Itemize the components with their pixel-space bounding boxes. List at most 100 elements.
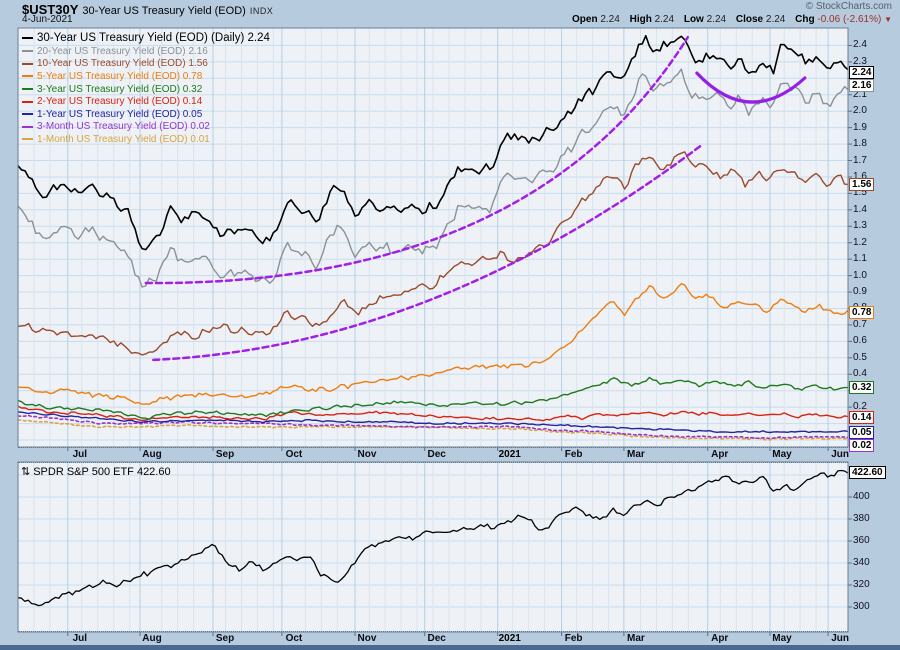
month-tick-label: Apr [711, 449, 729, 460]
y-axis-tick-label: 300 [853, 601, 870, 612]
y-axis-tick-label: 1.2 [853, 236, 867, 248]
y-axis-tick-label: 1.7 [853, 154, 867, 166]
price-label: 2.24 [849, 65, 875, 79]
legend-label: 3-Year US Treasury Yield (EOD) 0.32 [37, 83, 203, 95]
low-label: Low [683, 14, 704, 25]
month-tick-label: Nov [357, 633, 377, 644]
y-axis-tick-label: 2.1 [853, 88, 867, 100]
y-axis-tick-label: 0.4 [853, 368, 867, 380]
y-axis-tick-label: 400 [853, 491, 870, 502]
legend-label: 30-Year US Treasury Yield (EOD) (Daily) … [37, 32, 270, 44]
y-axis-tick-label: 1.6 [853, 170, 867, 182]
month-tick-label: Feb [564, 449, 583, 460]
header-symbol-group: $UST30Y 30-Year US Treasury Yield (EOD) IN… [22, 1, 273, 19]
legend-line-swatch [22, 37, 33, 39]
chart-date: 4-Jun-2021 [22, 14, 73, 25]
y-axis-tick-label: 1.3 [853, 220, 867, 232]
spy-legend-text: SPDR S&P 500 ETF 422.60 [33, 465, 171, 478]
price-label: 0.14 [849, 410, 875, 424]
month-tick-label: Nov [357, 449, 377, 460]
price-label: 422.60 [849, 466, 886, 480]
legend-line-swatch [22, 50, 33, 53]
legend-item: 3-Year US Treasury Yield (EOD) 0.32 [22, 83, 270, 96]
open-label: Open [572, 14, 598, 25]
legend-label: 3-Month US Treasury Yield (EOD) 0.02 [37, 121, 210, 133]
legend-item: 20-Year US Treasury Yield (EOD) 2.16 [22, 45, 270, 58]
spy-legend: ⇅ SPDR S&P 500 ETF 422.60 [21, 465, 171, 479]
legend-label: 10-Year US Treasury Yield (EOD) 1.56 [37, 58, 208, 70]
month-tick-label: Sep [215, 633, 235, 644]
chg-down-arrow-icon: ▼ [884, 15, 892, 24]
legend-item: 2-Year US Treasury Yield (EOD) 0.14 [22, 95, 270, 108]
legend-item: 1-Month US Treasury Yield (EOD) 0.01 [22, 133, 270, 146]
open-value: 2.24 [600, 14, 620, 25]
month-tick-label: 2021 [498, 449, 521, 460]
y-axis-tick-label: 1.8 [853, 138, 867, 150]
legend-line-swatch [22, 88, 33, 91]
legend-label: 1-Month US Treasury Yield (EOD) 0.01 [37, 133, 210, 145]
high-value: 2.24 [654, 14, 675, 25]
yield-series-legend: 30-Year US Treasury Yield (EOD) (Daily) … [22, 31, 270, 146]
x-axis-top-panel: Jul Aug Sep Oct Nov Dec 2021 Feb Mar Apr May Jun [18, 447, 849, 463]
y-axis-tick-label: 0.2 [853, 401, 867, 413]
y-axis-tick-label: 0.6 [853, 335, 867, 347]
month-tick-label: 2021 [498, 633, 521, 644]
month-tick-label: Oct [285, 633, 303, 644]
y-axis-tick-label: 1.5 [853, 187, 867, 199]
price-label: 1.56 [849, 177, 875, 191]
month-tick-label: Dec [427, 449, 446, 460]
month-tick-label: Jun [831, 449, 849, 460]
month-tick-label: Dec [427, 633, 446, 644]
y-axis-tick-label: 2.3 [853, 55, 867, 67]
y-axis-tick-label: 320 [853, 579, 870, 590]
month-tick-label: May [772, 449, 792, 460]
legend-line-swatch [22, 113, 33, 116]
legend-item: 30-Year US Treasury Yield (EOD) (Daily) … [22, 31, 270, 45]
legend-line-swatch [22, 100, 33, 103]
y-axis-tick-label: 1.4 [853, 203, 867, 215]
y-axis-tick-label: 1.9 [853, 121, 867, 133]
month-tick-label: May [772, 633, 792, 644]
legend-line-swatch [22, 75, 33, 78]
exchange-label: INDX [249, 6, 274, 16]
price-label: 0.78 [849, 305, 875, 319]
month-tick-label: Feb [564, 633, 583, 644]
legend-item: 3-Month US Treasury Yield (EOD) 0.02 [22, 121, 270, 134]
legend-line-swatch [22, 62, 33, 65]
month-tick-label: Mar [626, 633, 645, 644]
y-axis-tick-label: 1.1 [853, 253, 867, 265]
month-tick-label: Jul [72, 449, 88, 460]
copyright-text: © StockCharts.com [805, 1, 892, 12]
instrument-title: 30-Year US Treasury Yield (EOD) [82, 5, 246, 17]
legend-item: 10-Year US Treasury Yield (EOD) 1.56 [22, 58, 270, 71]
month-tick-label: Jun [831, 633, 849, 644]
price-label: 0.02 [849, 438, 875, 452]
updown-arrows-icon: ⇅ [21, 466, 31, 478]
price-labels-top: 2.24 2.16 1.56 0.78 0.32 0.14 0.05 0.02 [0, 28, 900, 453]
chg-value: -0.06 (-2.61%) [817, 14, 882, 25]
legend-line-swatch [22, 125, 33, 128]
legend-label: 5-Year US Treasury Yield (EOD) 0.78 [37, 70, 203, 82]
legend-label: 20-Year US Treasury Yield (EOD) 2.16 [37, 45, 208, 57]
month-tick-label: Mar [626, 449, 645, 460]
ticker-symbol: $UST30Y [22, 2, 79, 17]
y-axis-tick-label: 2.4 [853, 39, 867, 51]
y-axis-tick-label: 0.5 [853, 351, 867, 363]
bottom-border-bar [0, 645, 900, 650]
month-tick-label: Aug [142, 449, 162, 460]
chg-label: Chg [795, 14, 815, 25]
legend-item: 5-Year US Treasury Yield (EOD) 0.78 [22, 70, 270, 83]
legend-label: 1-Year US Treasury Yield (EOD) 0.05 [37, 108, 203, 120]
y-axis-tick-label: 2.0 [853, 105, 867, 117]
price-label: 0.32 [849, 381, 875, 395]
close-label: Close [735, 14, 764, 25]
month-tick-label: Sep [215, 449, 235, 460]
price-label: 2.16 [849, 78, 875, 92]
y-axis-tick-label: 340 [853, 557, 870, 568]
quote-summary: Open 2.24 High 2.24 Low 2.24 Close 2.24 … [565, 14, 892, 25]
low-value: 2.24 [706, 14, 727, 25]
y-axis-tick-label: 1.0 [853, 269, 867, 281]
legend-item: 1-Year US Treasury Yield (EOD) 0.05 [22, 108, 270, 121]
